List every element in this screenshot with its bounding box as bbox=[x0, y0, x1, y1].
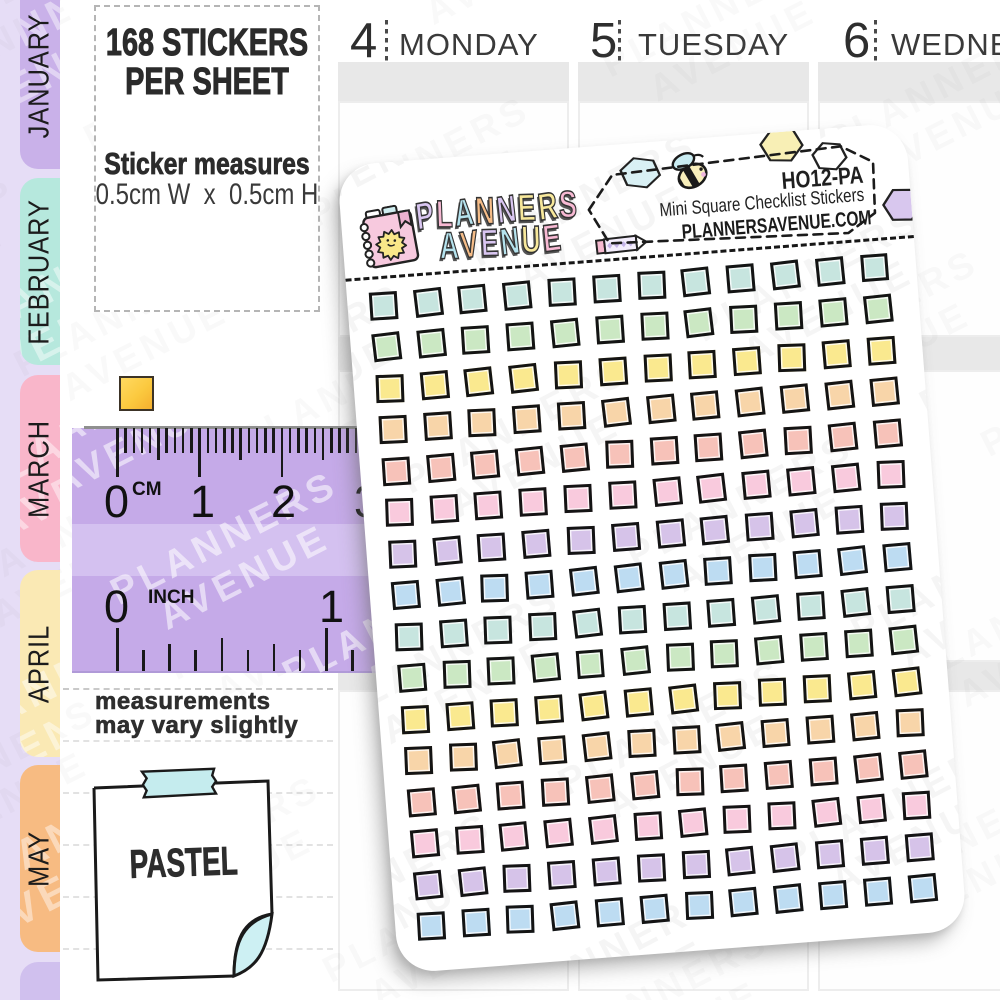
svg-text:PASTEL: PASTEL bbox=[129, 839, 238, 887]
